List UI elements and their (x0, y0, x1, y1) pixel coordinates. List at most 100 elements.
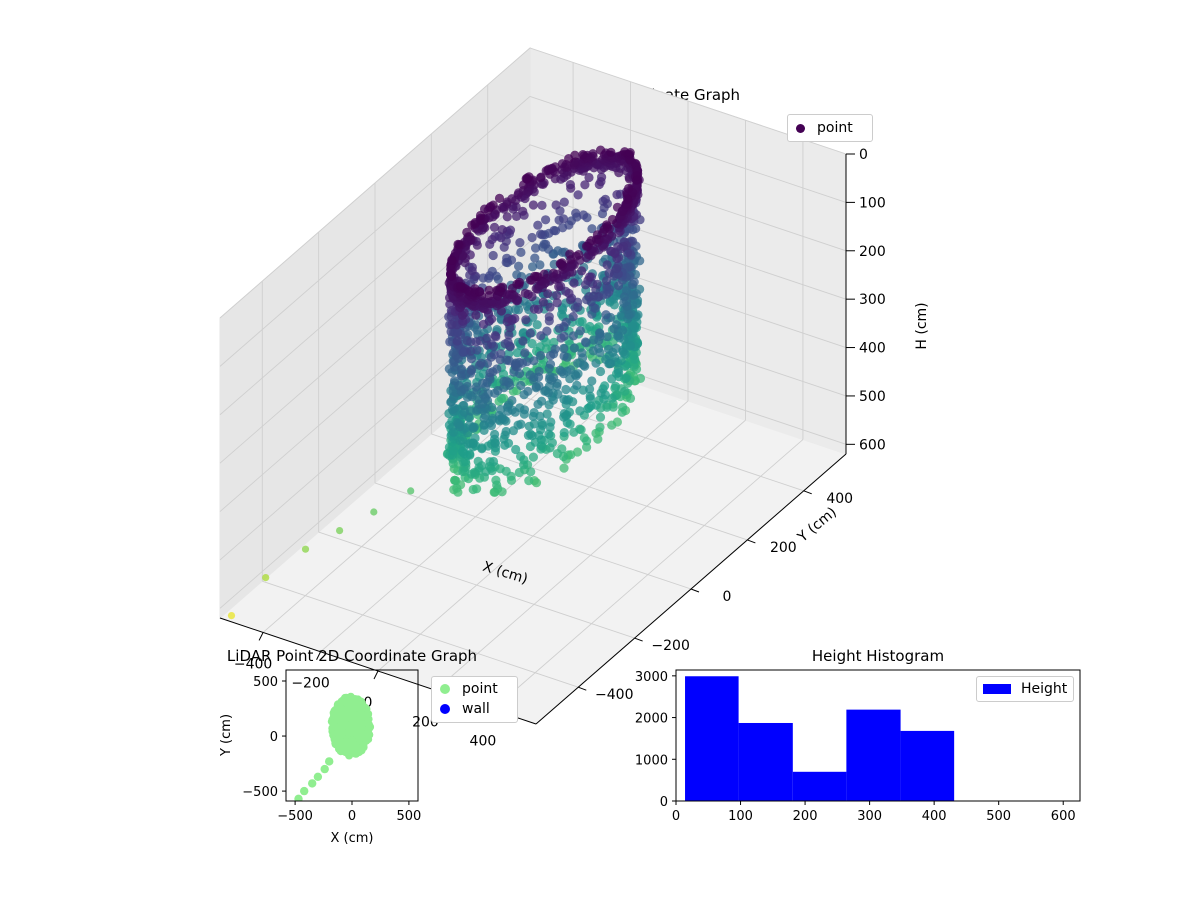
data-point (448, 446, 458, 456)
data-point (553, 246, 563, 256)
legend-height-marker (983, 684, 1011, 694)
data-point (505, 225, 516, 235)
data-point (577, 348, 587, 358)
y-tick-label: 0 (660, 795, 668, 810)
y-tick-label: 2000 (635, 712, 668, 727)
data-point (320, 764, 329, 774)
data-point (559, 394, 569, 404)
data-point (466, 354, 476, 364)
data-point (516, 380, 526, 391)
data-point (447, 319, 457, 330)
data-point (518, 206, 528, 216)
data-point (596, 388, 606, 398)
y-tick (690, 588, 700, 593)
data-point (489, 222, 500, 232)
y-tick (803, 490, 812, 495)
data-point (300, 786, 309, 796)
data-point (447, 255, 457, 265)
data-point (561, 384, 571, 395)
y-tick-label: 0 (270, 730, 278, 745)
data-point (482, 333, 492, 343)
data-point (535, 342, 545, 352)
data-point (453, 239, 463, 249)
data-point (548, 268, 559, 278)
data-point (525, 370, 535, 380)
data-point (452, 336, 462, 346)
data-point (618, 347, 628, 357)
data-point (452, 483, 462, 493)
legend-height-label: Height (1021, 681, 1068, 697)
data-point (590, 303, 600, 313)
data-point (334, 735, 343, 743)
data-point (516, 247, 526, 257)
chart-2d-ylabel: Y (cm) (219, 714, 234, 757)
data-point (337, 697, 346, 706)
data-point (336, 527, 344, 535)
data-point (485, 271, 495, 281)
data-point (619, 292, 630, 302)
x-tick (316, 651, 321, 660)
y-tick-label: −200 (651, 638, 689, 654)
data-point (558, 214, 569, 224)
data-point (457, 364, 467, 374)
grid-line (262, 580, 579, 688)
data-point (538, 297, 548, 307)
chart-2d-title: LiDAR Point 2D Coordinate Graph (227, 647, 477, 665)
data-point (559, 428, 569, 438)
data-point (473, 456, 483, 466)
chart-2d-plot: −500 0 500 −500 0 500 (242, 669, 421, 824)
data-point (569, 343, 580, 353)
data-point (352, 716, 361, 725)
data-point (587, 224, 597, 234)
data-point (607, 214, 618, 225)
x-tick-label: −200 (291, 676, 329, 692)
data-point (545, 359, 556, 369)
data-point (625, 341, 636, 351)
z-tick-label: 600 (859, 437, 886, 453)
data-point (482, 340, 493, 350)
z-tick-label: 0 (859, 147, 868, 163)
histogram-bar (792, 771, 847, 801)
data-point (571, 208, 581, 218)
chart-3d-points (227, 145, 646, 620)
data-point (557, 159, 568, 169)
y-tick-label: 1000 (635, 753, 668, 768)
x-tick (373, 670, 379, 680)
data-point (466, 390, 476, 400)
data-point (611, 264, 622, 274)
data-point (551, 200, 561, 210)
data-point (458, 347, 468, 357)
data-point (262, 574, 270, 582)
y-tick-label: −500 (242, 785, 278, 800)
data-point (514, 467, 524, 478)
data-point (524, 476, 534, 486)
data-point (346, 722, 355, 731)
data-point (569, 427, 579, 437)
chart-3d: LiDAR Point 3D Coordinate Graph −400−200… (219, 46, 930, 750)
chart-2d-xlabel: X (cm) (331, 831, 374, 846)
data-point (501, 426, 511, 437)
data-point (533, 399, 543, 409)
data-point (465, 449, 475, 459)
x-tick-label: 500 (986, 809, 1011, 824)
data-point (575, 326, 586, 336)
data-point (471, 310, 481, 320)
data-point (477, 443, 487, 453)
data-point (511, 211, 522, 221)
data-point (580, 180, 590, 190)
data-point (602, 260, 612, 270)
data-point (564, 220, 574, 230)
data-point (565, 249, 575, 259)
legend-point-marker (796, 123, 805, 133)
histogram-bar (685, 676, 739, 801)
data-point (528, 312, 538, 322)
data-point (468, 422, 478, 432)
data-point (544, 164, 554, 174)
data-point (498, 282, 508, 292)
data-point (525, 328, 535, 338)
data-point (502, 355, 512, 365)
data-point (453, 419, 463, 429)
data-point (621, 373, 631, 383)
y-tick (578, 686, 587, 691)
